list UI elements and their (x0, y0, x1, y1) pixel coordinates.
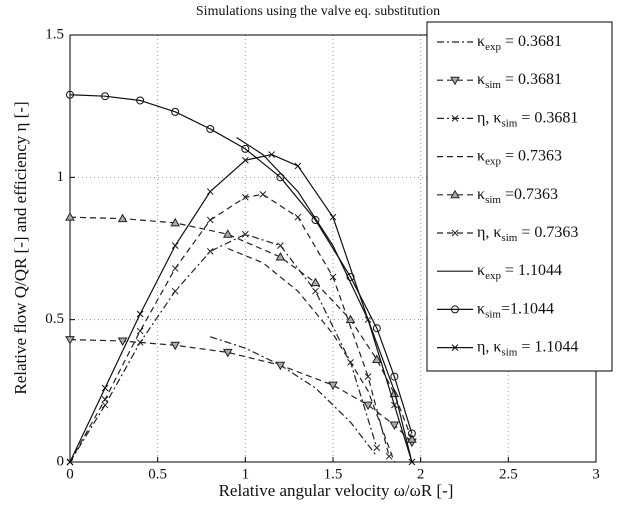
marker (407, 434, 417, 443)
marker (136, 339, 144, 346)
legend-label: η, κsim = 0.7363 (477, 224, 578, 244)
marker (117, 337, 128, 347)
x-tick-label: 2 (417, 466, 425, 482)
x-tick-label: 1.5 (324, 466, 343, 482)
marker (408, 458, 416, 466)
marker (363, 401, 373, 411)
marker (451, 115, 459, 122)
marker (312, 287, 319, 295)
y-tick-label: 0 (57, 453, 65, 469)
marker (277, 242, 284, 250)
marker (241, 193, 249, 201)
marker (407, 429, 416, 438)
marker (451, 229, 459, 237)
marker (259, 191, 267, 198)
legend-label: κexp = 1.1044 (477, 262, 562, 282)
series-line (69, 153, 413, 463)
marker (450, 189, 460, 199)
marker (371, 354, 382, 364)
marker (329, 213, 337, 221)
marker (171, 242, 179, 250)
y-tick-label: 1.5 (45, 26, 64, 42)
marker (345, 314, 356, 324)
marker (171, 107, 180, 116)
series-line (210, 336, 378, 457)
marker (241, 144, 250, 153)
x-tick-label: 1 (242, 466, 250, 482)
series-line (69, 94, 413, 434)
x-tick-label: 3 (592, 466, 600, 482)
x-tick-label: 0.5 (148, 466, 167, 482)
marker (390, 372, 399, 381)
y-axis-label: Relative flow Q/QR [-] and efficiency η … (11, 101, 30, 394)
chart-title: Simulations using the valve eq. substitu… (196, 4, 440, 19)
marker (65, 212, 75, 221)
legend-label: κsim=1.1044 (477, 300, 554, 320)
marker (170, 341, 181, 351)
series-line (69, 233, 378, 463)
marker (66, 458, 74, 466)
legend-label: κexp = 0.7363 (477, 147, 562, 167)
x-tick-label: 2.5 (499, 466, 518, 482)
marker (276, 173, 285, 182)
legend-label: κsim =0.7363 (477, 185, 558, 205)
marker (65, 336, 75, 345)
marker (206, 188, 214, 195)
marker (364, 373, 372, 380)
marker (206, 247, 214, 255)
series-line (236, 136, 413, 463)
marker (372, 324, 381, 333)
y-tick-label: 1 (57, 169, 65, 185)
marker (385, 452, 393, 460)
marker (170, 217, 181, 227)
marker (294, 213, 302, 221)
marker (101, 92, 110, 101)
marker (222, 229, 233, 238)
legend-label: η, κsim = 1.1044 (477, 338, 578, 358)
x-tick-label: 0 (66, 466, 74, 482)
series-line (227, 247, 395, 463)
y-tick-label: 0.5 (45, 311, 64, 327)
marker (222, 348, 233, 358)
marker (66, 90, 74, 99)
marker (275, 252, 286, 261)
marker (389, 421, 400, 431)
marker (328, 381, 338, 391)
marker (171, 265, 179, 272)
marker (294, 162, 302, 170)
marker (451, 344, 459, 351)
marker (391, 401, 398, 409)
marker (451, 305, 459, 314)
legend-label: κsim = 0.3681 (477, 71, 562, 91)
marker (275, 361, 286, 371)
marker (117, 213, 128, 223)
marker (136, 327, 144, 335)
marker (373, 444, 381, 452)
marker (101, 396, 109, 403)
marker (364, 316, 372, 324)
legend-label: κexp = 0.3681 (477, 33, 562, 53)
marker (171, 287, 179, 295)
marker (329, 273, 337, 281)
x-axis-label: Relative angular velocity ω/ωR [-] (219, 481, 454, 500)
marker (241, 156, 249, 164)
marker (206, 124, 215, 133)
marker (450, 76, 460, 86)
marker (311, 216, 320, 225)
marker (268, 151, 275, 158)
marker (101, 401, 109, 409)
marker (136, 310, 144, 318)
marker (101, 384, 109, 392)
marker (136, 96, 145, 105)
marker (241, 230, 249, 238)
marker (310, 277, 321, 287)
marker (206, 216, 214, 224)
legend-label: η, κsim = 0.3681 (477, 109, 578, 129)
series-line (69, 216, 413, 440)
